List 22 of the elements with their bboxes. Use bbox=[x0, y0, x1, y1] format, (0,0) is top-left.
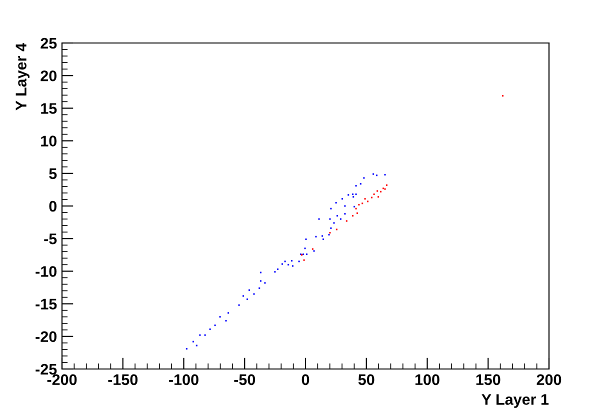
x-axis-title: Y Layer 1 bbox=[482, 394, 549, 408]
x-tick-label: -50 bbox=[234, 374, 256, 386]
y-tick-label: -20 bbox=[36, 331, 57, 342]
x-tick-label: 150 bbox=[476, 374, 500, 386]
x-tick-label: -100 bbox=[169, 374, 198, 386]
x-tick-label: 100 bbox=[415, 374, 440, 386]
x-tick-label: -150 bbox=[108, 374, 138, 386]
y-tick-label: -5 bbox=[44, 234, 57, 244]
y-axis-title: Y Layer 4 bbox=[16, 43, 30, 110]
x-tick-label: 50 bbox=[358, 374, 374, 386]
y-tick-label: 10 bbox=[41, 136, 57, 146]
y-tick-label: -15 bbox=[36, 298, 57, 310]
x-tick-label: -200 bbox=[47, 374, 77, 386]
x-tick-label: 200 bbox=[536, 374, 562, 386]
y-tick-label: -25 bbox=[36, 364, 57, 375]
y-tick-label: -10 bbox=[36, 266, 57, 277]
y-tick-label: 25 bbox=[40, 38, 57, 49]
y-tick-label: 0 bbox=[49, 200, 57, 212]
y-tick-label: 15 bbox=[41, 103, 57, 114]
y-tick-label: 5 bbox=[49, 168, 57, 180]
x-tick-label: 0 bbox=[302, 374, 310, 386]
y-tick-label: 20 bbox=[40, 70, 57, 82]
